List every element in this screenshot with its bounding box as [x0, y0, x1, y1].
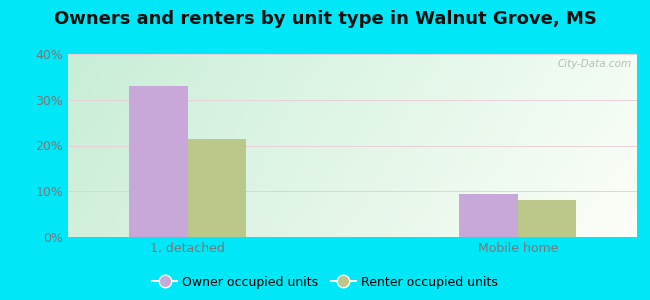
Bar	[459, 194, 518, 237]
Bar	[129, 86, 187, 237]
Bar	[187, 139, 246, 237]
Text: Owners and renters by unit type in Walnut Grove, MS: Owners and renters by unit type in Walnu…	[53, 11, 597, 28]
Legend: Owner occupied units, Renter occupied units: Owner occupied units, Renter occupied un…	[148, 271, 502, 294]
Bar	[518, 200, 577, 237]
Text: City-Data.com: City-Data.com	[557, 59, 631, 70]
